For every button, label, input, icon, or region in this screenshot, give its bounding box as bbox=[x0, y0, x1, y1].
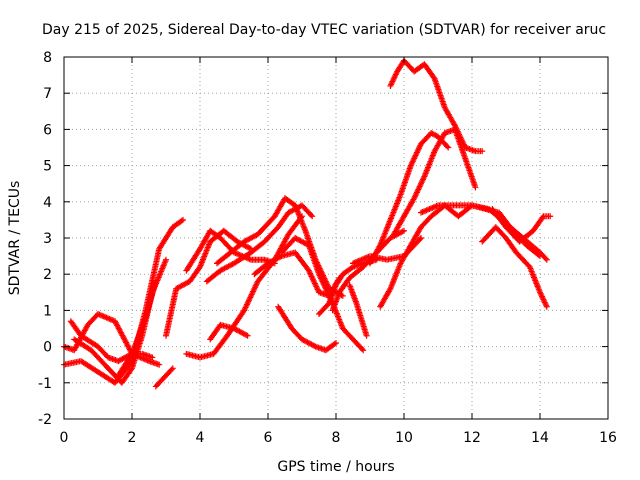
chart-title: Day 215 of 2025, Sidereal Day-to-day VTE… bbox=[42, 22, 606, 38]
data-point bbox=[178, 217, 185, 224]
series-arc22 bbox=[390, 126, 479, 238]
series-arc21 bbox=[367, 130, 452, 267]
data-point bbox=[418, 235, 424, 241]
series-arc10 bbox=[203, 202, 316, 285]
data-point bbox=[479, 148, 486, 155]
data-points bbox=[61, 57, 554, 390]
x-tick-label: 0 bbox=[60, 430, 69, 446]
y-tick-label: 5 bbox=[43, 159, 52, 175]
x-tick-label: 10 bbox=[395, 430, 413, 446]
x-tick-label: 4 bbox=[196, 430, 205, 446]
y-tick-label: 3 bbox=[43, 231, 52, 247]
data-point bbox=[401, 227, 407, 234]
data-point bbox=[445, 144, 452, 151]
data-point bbox=[543, 256, 550, 263]
data-point bbox=[472, 184, 479, 191]
y-tick-label: 0 bbox=[43, 340, 52, 356]
data-point bbox=[539, 214, 546, 221]
y-tick-label: 6 bbox=[43, 122, 52, 138]
data-point bbox=[376, 243, 383, 250]
data-point bbox=[308, 212, 315, 219]
y-tick-label: -2 bbox=[38, 412, 52, 428]
series-arc26 bbox=[489, 206, 554, 245]
series-arc6 bbox=[152, 365, 176, 390]
data-point bbox=[360, 347, 367, 354]
y-tick-label: -1 bbox=[38, 376, 52, 392]
data-point bbox=[152, 278, 159, 285]
data-point bbox=[359, 346, 366, 353]
data-point bbox=[243, 332, 250, 339]
data-point bbox=[169, 365, 176, 372]
x-tick-label: 8 bbox=[332, 430, 341, 446]
x-tick-label: 6 bbox=[264, 430, 273, 446]
series-arc9 bbox=[183, 213, 305, 361]
y-tick-label: 2 bbox=[43, 267, 52, 283]
x-tick-label: 14 bbox=[531, 430, 549, 446]
series-arc14 bbox=[207, 321, 251, 343]
data-point bbox=[246, 245, 253, 252]
y-axis-label: SDTVAR / TECUs bbox=[7, 181, 23, 296]
data-point bbox=[277, 253, 284, 260]
y-tick-label: 1 bbox=[43, 303, 52, 319]
y-tick-label: 7 bbox=[43, 86, 52, 102]
series-arc15 bbox=[275, 303, 339, 354]
y-tick-label: 4 bbox=[43, 195, 52, 211]
data-point bbox=[311, 342, 318, 349]
series-arc25 bbox=[479, 224, 550, 310]
data-point bbox=[363, 332, 370, 339]
series-arc5 bbox=[115, 278, 159, 379]
data-point bbox=[331, 340, 338, 347]
data-point bbox=[309, 213, 316, 220]
x-tick-label: 12 bbox=[463, 430, 481, 446]
x-axis-label: GPS time / hours bbox=[277, 459, 394, 475]
series-arc23 bbox=[387, 57, 486, 155]
data-point bbox=[180, 216, 186, 223]
data-point bbox=[399, 228, 406, 235]
data-point bbox=[386, 287, 393, 294]
data-point bbox=[168, 366, 175, 373]
data-point bbox=[156, 361, 163, 368]
data-point bbox=[339, 292, 346, 299]
y-tick-label: 8 bbox=[43, 50, 52, 66]
data-point bbox=[444, 143, 451, 150]
data-point bbox=[542, 255, 549, 262]
x-tick-label: 16 bbox=[599, 430, 617, 446]
series-arc19 bbox=[346, 282, 370, 339]
data-point bbox=[543, 303, 550, 310]
series-arc18 bbox=[350, 235, 424, 267]
data-point bbox=[163, 256, 169, 263]
data-point bbox=[416, 236, 423, 243]
data-point bbox=[244, 332, 251, 339]
x-tick-label: 2 bbox=[128, 430, 137, 446]
data-point bbox=[547, 213, 554, 220]
data-point bbox=[333, 339, 339, 346]
